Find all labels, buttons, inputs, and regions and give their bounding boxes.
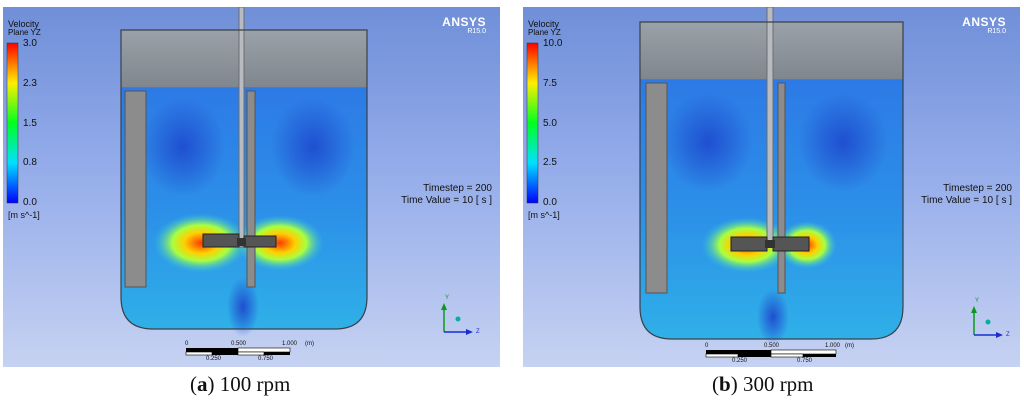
impeller-blade-right bbox=[243, 235, 277, 248]
scale-tick-label: 1.000 bbox=[825, 343, 841, 349]
ansys-logo: ANSYS R15.0 bbox=[442, 15, 486, 35]
scale-bar-segment bbox=[770, 353, 804, 358]
scale-tick-label: 0 bbox=[705, 343, 709, 349]
baffle-center bbox=[777, 82, 786, 294]
scale-bar-segment bbox=[706, 350, 771, 354]
z-axis-label: Z bbox=[476, 329, 480, 335]
low-velocity-zone bbox=[757, 289, 789, 345]
scale-bar-segment bbox=[738, 354, 771, 357]
scale-bar-segment bbox=[264, 352, 290, 355]
caption-letter: a bbox=[197, 372, 208, 396]
shaft bbox=[238, 7, 245, 248]
z-axis-label: Z bbox=[1006, 332, 1010, 338]
time-value-label: Time Value = 10 [ s ] bbox=[401, 195, 492, 206]
impeller-jet-right bbox=[236, 215, 324, 271]
y-axis-label: Y bbox=[975, 298, 980, 304]
low-velocity-zone bbox=[141, 97, 225, 197]
legend-unit: [m s^-1] bbox=[528, 210, 560, 220]
scale-tick-label: 1.000 bbox=[282, 341, 298, 347]
scale-tick-label: 0.500 bbox=[764, 343, 780, 349]
legend-unit: [m s^-1] bbox=[8, 210, 40, 220]
legend-subtitle: Plane YZ bbox=[528, 28, 561, 37]
low-velocity-zone bbox=[271, 97, 355, 197]
ansys-version: R15.0 bbox=[987, 28, 1006, 35]
scale-bar-segment bbox=[770, 349, 837, 355]
low-velocity-zone bbox=[798, 92, 888, 192]
legend-tick: 2.3 bbox=[23, 78, 37, 89]
scale-bar-segment bbox=[185, 351, 213, 356]
scale-tick-label: 0.250 bbox=[732, 358, 748, 364]
legend-tick: 5.0 bbox=[543, 118, 557, 129]
legend-tick: 7.5 bbox=[543, 78, 557, 89]
scale-bar-segment bbox=[212, 352, 238, 355]
ansys-logo: ANSYS R15.0 bbox=[962, 15, 1006, 35]
caption-a: (a) 100 rpm bbox=[190, 372, 291, 396]
impeller-blade-right bbox=[772, 236, 810, 252]
legend-title: Velocity bbox=[8, 19, 40, 29]
legend-tick: 0.0 bbox=[543, 197, 557, 208]
legend-title: Velocity bbox=[528, 19, 560, 29]
tank-outline bbox=[120, 29, 368, 330]
scale-bar-segment bbox=[705, 353, 739, 358]
impeller-hub bbox=[765, 240, 775, 248]
tank-outline bbox=[639, 21, 904, 340]
caption-letter: b bbox=[719, 372, 731, 396]
scale-bar-segment bbox=[237, 347, 291, 353]
baffle-left bbox=[645, 82, 668, 294]
legend-tick: 0.0 bbox=[23, 197, 37, 208]
impeller-blade-left bbox=[730, 236, 768, 252]
impeller-hub bbox=[237, 238, 246, 246]
cfd-viewport-a[interactable]: Velocity Plane YZ 3.0 2.3 1.5 0.8 0.0 [m… bbox=[3, 7, 500, 367]
legend-tick: 0.8 bbox=[23, 157, 37, 168]
x-axis-dot bbox=[985, 319, 991, 325]
legend-tick: 1.5 bbox=[23, 118, 37, 129]
color-legend-bar bbox=[526, 42, 539, 204]
tank-render-b bbox=[526, 7, 1003, 358]
caption-b: (b) 300 rpm bbox=[712, 372, 814, 396]
caption-text: 100 rpm bbox=[219, 372, 291, 396]
y-axis-label: Y bbox=[445, 295, 450, 301]
scale-tick-label: 0.750 bbox=[258, 356, 274, 362]
x-axis-dot bbox=[455, 316, 461, 322]
timestep-label: Timestep = 200 bbox=[943, 183, 1012, 194]
legend-tick: 3.0 bbox=[23, 38, 37, 49]
impeller-blade-left bbox=[202, 233, 240, 248]
baffle-center bbox=[246, 90, 256, 288]
shaft bbox=[766, 7, 774, 248]
color-legend-bar bbox=[6, 42, 19, 204]
tank-render-a bbox=[6, 7, 473, 356]
caption-text: 300 rpm bbox=[742, 372, 814, 396]
scale-tick-label: 0.500 bbox=[231, 341, 247, 347]
scale-bar-segment bbox=[237, 351, 265, 356]
legend-tick: 2.5 bbox=[543, 157, 557, 168]
legend-subtitle: Plane YZ bbox=[8, 28, 41, 37]
baffle-left bbox=[124, 90, 147, 288]
scale-tick-label: 0.750 bbox=[797, 358, 813, 364]
scale-unit-label: (m) bbox=[845, 343, 854, 349]
scale-tick-label: 0.250 bbox=[206, 356, 222, 362]
low-velocity-zone bbox=[227, 277, 259, 337]
scale-unit-label: (m) bbox=[305, 341, 314, 347]
time-value-label: Time Value = 10 [ s ] bbox=[921, 195, 1012, 206]
scale-tick-label: 0 bbox=[185, 341, 189, 347]
scale-bar-segment bbox=[803, 354, 836, 357]
impeller-jet-left bbox=[153, 213, 249, 273]
timestep-label: Timestep = 200 bbox=[423, 183, 492, 194]
ansys-version: R15.0 bbox=[467, 28, 486, 35]
cfd-viewport-b[interactable]: Velocity Plane YZ 10.0 7.5 5.0 2.5 0.0 [… bbox=[523, 7, 1020, 367]
legend-tick: 10.0 bbox=[543, 38, 563, 49]
scale-bar-segment bbox=[186, 348, 238, 352]
low-velocity-zone bbox=[663, 92, 753, 192]
